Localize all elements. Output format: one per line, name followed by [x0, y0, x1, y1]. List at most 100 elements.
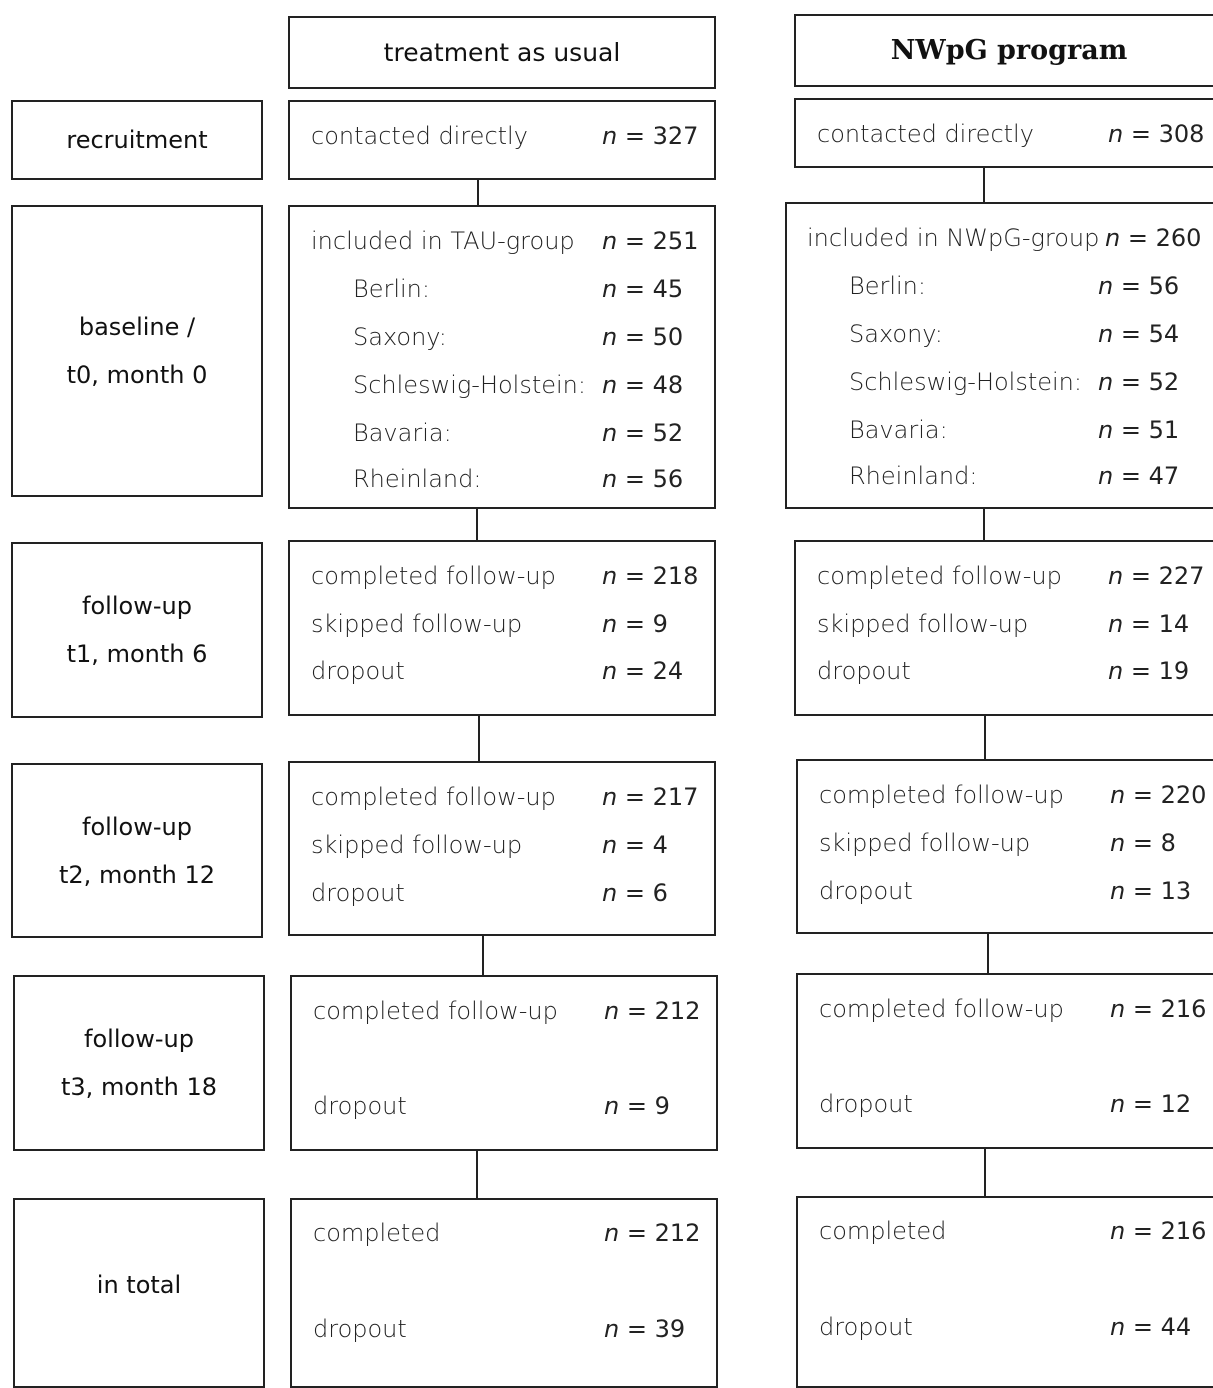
nwpg-baseline-box	[785, 202, 1213, 509]
stage-baseline-line1: baseline /	[78, 313, 196, 341]
nwpg-t3-n-0: n = 216	[1110, 995, 1207, 1023]
tau-connector-3	[478, 716, 480, 761]
tau-t2-n-0: n = 217	[602, 783, 699, 811]
nwpg-baseline-n-3: n = 52	[1098, 368, 1180, 396]
tau-recruitment-n: n = 327	[602, 122, 699, 150]
nwpg-baseline-label-4: Bavaria:	[849, 416, 948, 444]
stage-baseline-line2: t0, month 0	[66, 361, 208, 389]
tau-t3-n-0: n = 212	[604, 997, 701, 1025]
nwpg-connector-1	[983, 168, 985, 202]
tau-t1-label-0: completed follow-up	[311, 562, 556, 590]
tau-t3-n-1: n = 9	[604, 1092, 670, 1120]
nwpg-t1-n-0: n = 227	[1108, 562, 1205, 590]
stage-t1-line2: t1, month 6	[66, 640, 208, 668]
tau-recruitment-label: contacted directly	[311, 122, 528, 150]
nwpg-t3-label-1: dropout	[819, 1090, 913, 1118]
nwpg-t2-n-2: n = 13	[1110, 877, 1192, 905]
stage-total-label: in total	[96, 1271, 182, 1299]
tau-connector-2	[476, 509, 478, 540]
nwpg-t1-n-2: n = 19	[1108, 657, 1190, 685]
tau-t2-label-0: completed follow-up	[311, 783, 556, 811]
tau-t3-label-1: dropout	[313, 1092, 407, 1120]
stage-baseline: baseline / t0, month 0	[11, 205, 263, 497]
nwpg-baseline-label-0: included in NWpG-group	[807, 224, 1100, 252]
tau-t1-box	[288, 540, 716, 716]
tau-baseline-label-4: Bavaria:	[353, 419, 452, 447]
tau-baseline-label-5: Rheinland:	[353, 465, 482, 493]
stage-t2-line1: follow-up	[82, 812, 192, 841]
nwpg-baseline-n-2: n = 54	[1098, 320, 1180, 348]
nwpg-recruitment-box	[794, 98, 1213, 168]
nwpg-t2-box	[796, 759, 1213, 934]
nwpg-baseline-label-2: Saxony:	[849, 320, 943, 348]
tau-t1-n-1: n = 9	[602, 610, 668, 638]
nwpg-t1-label-1: skipped follow-up	[817, 610, 1029, 638]
nwpg-total-n-0: n = 216	[1110, 1217, 1207, 1245]
nwpg-connector-2	[983, 509, 985, 540]
stage-recruitment-label: recruitment	[66, 126, 208, 154]
nwpg-t1-box	[794, 540, 1213, 716]
tau-baseline-n-0: n = 251	[602, 227, 699, 255]
nwpg-t3-n-1: n = 12	[1110, 1090, 1192, 1118]
tau-connector-5	[476, 1151, 478, 1198]
nwpg-recruitment-label: contacted directly	[817, 120, 1034, 148]
nwpg-t2-label-2: dropout	[819, 877, 913, 905]
tau-baseline-label-1: Berlin:	[353, 275, 430, 303]
tau-baseline-label-2: Saxony:	[353, 323, 447, 351]
nwpg-baseline-n-5: n = 47	[1098, 462, 1180, 490]
tau-header: treatment as usual	[288, 16, 716, 89]
nwpg-total-label-0: completed	[819, 1217, 947, 1245]
tau-header-label: treatment as usual	[383, 38, 621, 67]
stage-t2-line2: t2, month 12	[59, 860, 215, 889]
tau-total-label-1: dropout	[313, 1315, 407, 1343]
stage-t3: follow-up t3, month 18	[13, 975, 265, 1151]
tau-t2-box	[288, 761, 716, 936]
tau-baseline-n-4: n = 52	[602, 419, 684, 447]
tau-recruitment-box	[288, 100, 716, 180]
nwpg-recruitment-n: n = 308	[1108, 120, 1205, 148]
nwpg-total-label-1: dropout	[819, 1313, 913, 1341]
tau-total-n-1: n = 39	[604, 1315, 686, 1343]
nwpg-baseline-label-5: Rheinland:	[849, 462, 978, 490]
nwpg-t1-n-1: n = 14	[1108, 610, 1190, 638]
tau-baseline-box	[288, 205, 716, 509]
stage-t1: follow-up t1, month 6	[11, 542, 263, 718]
tau-baseline-n-5: n = 56	[602, 465, 684, 493]
tau-baseline-n-1: n = 45	[602, 275, 684, 303]
stage-t3-line2: t3, month 18	[61, 1073, 217, 1101]
nwpg-t2-label-0: completed follow-up	[819, 781, 1064, 809]
stage-recruitment: recruitment	[11, 100, 263, 180]
tau-baseline-label-3: Schleswig-Holstein:	[353, 371, 586, 399]
tau-connector-4	[482, 936, 484, 975]
nwpg-total-n-1: n = 44	[1110, 1313, 1192, 1341]
tau-t2-n-1: n = 4	[602, 831, 668, 859]
nwpg-header-label: NWpG program	[890, 35, 1128, 66]
nwpg-connector-3	[984, 716, 986, 759]
tau-t2-label-1: skipped follow-up	[311, 831, 523, 859]
tau-baseline-n-3: n = 48	[602, 371, 684, 399]
nwpg-baseline-n-4: n = 51	[1098, 416, 1180, 444]
tau-t3-label-0: completed follow-up	[313, 997, 558, 1025]
tau-t1-label-2: dropout	[311, 657, 405, 685]
stage-t3-line1: follow-up	[84, 1025, 194, 1053]
nwpg-t1-label-2: dropout	[817, 657, 911, 685]
stage-total: in total	[13, 1198, 265, 1388]
stage-t1-line1: follow-up	[82, 592, 192, 620]
tau-baseline-n-2: n = 50	[602, 323, 684, 351]
nwpg-t3-label-0: completed follow-up	[819, 995, 1064, 1023]
tau-t2-n-2: n = 6	[602, 879, 668, 907]
tau-t1-n-0: n = 218	[602, 562, 699, 590]
tau-t1-n-2: n = 24	[602, 657, 684, 685]
tau-t1-label-1: skipped follow-up	[311, 610, 523, 638]
nwpg-t1-label-0: completed follow-up	[817, 562, 1062, 590]
tau-baseline-label-0: included in TAU-group	[311, 227, 575, 255]
nwpg-connector-5	[984, 1149, 986, 1196]
tau-t2-label-2: dropout	[311, 879, 405, 907]
tau-connector-1	[477, 180, 479, 205]
nwpg-t2-n-1: n = 8	[1110, 829, 1176, 857]
nwpg-t2-n-0: n = 220	[1110, 781, 1207, 809]
nwpg-baseline-label-3: Schleswig-Holstein:	[849, 368, 1082, 396]
tau-total-box	[290, 1198, 718, 1388]
nwpg-header: NWpG program	[794, 14, 1213, 87]
nwpg-baseline-n-1: n = 56	[1098, 272, 1180, 300]
